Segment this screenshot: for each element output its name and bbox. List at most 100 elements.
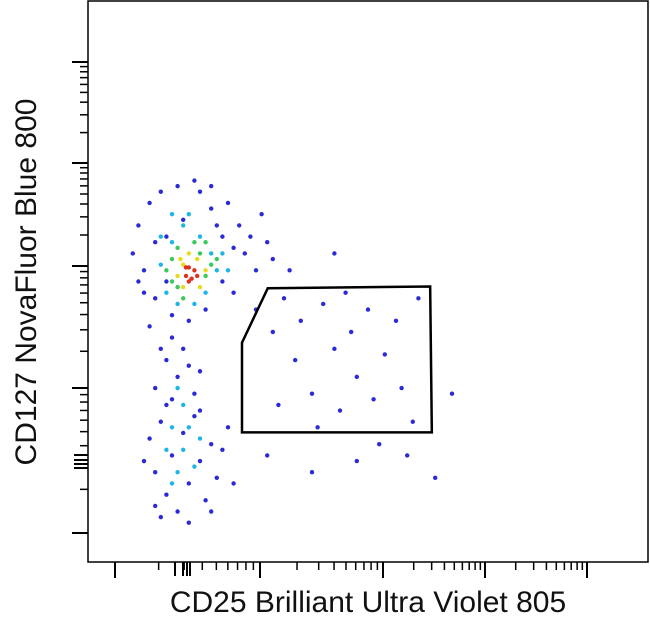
point — [209, 509, 214, 514]
point — [169, 481, 175, 486]
point — [410, 419, 415, 424]
point — [393, 318, 399, 323]
point — [248, 234, 253, 239]
plot-frame — [87, 0, 649, 563]
point — [192, 391, 197, 396]
point — [181, 346, 186, 352]
point — [343, 290, 348, 295]
point — [209, 206, 214, 211]
point — [225, 268, 231, 273]
point — [197, 436, 203, 441]
point — [175, 509, 180, 514]
point — [209, 441, 214, 447]
point — [259, 211, 264, 217]
point — [220, 234, 225, 239]
point — [405, 453, 410, 458]
point — [164, 290, 169, 295]
point — [164, 447, 169, 452]
point — [197, 189, 203, 194]
point — [354, 374, 359, 380]
point — [220, 279, 225, 284]
point — [181, 296, 186, 301]
point — [225, 200, 231, 206]
point — [281, 296, 287, 301]
point — [214, 256, 219, 262]
point — [321, 301, 326, 307]
point — [136, 279, 141, 284]
point — [276, 402, 281, 408]
point — [175, 470, 180, 475]
point — [153, 240, 158, 245]
point — [253, 268, 259, 273]
point — [169, 312, 175, 318]
point — [209, 183, 214, 189]
point — [197, 234, 203, 239]
point — [164, 357, 169, 363]
point — [371, 397, 376, 402]
point — [175, 284, 180, 290]
gate — [240, 285, 434, 434]
point — [293, 357, 298, 363]
point — [220, 251, 225, 256]
point — [349, 329, 354, 335]
point — [158, 346, 163, 352]
x-axis-label: CD25 Brilliant Ultra Violet 805 — [170, 586, 566, 619]
point — [382, 352, 387, 357]
point — [169, 425, 175, 430]
point — [141, 290, 147, 295]
point — [270, 256, 275, 262]
point — [181, 217, 186, 222]
point — [186, 251, 191, 256]
point — [153, 296, 158, 301]
point — [365, 307, 371, 312]
point — [130, 251, 135, 256]
point — [298, 318, 303, 323]
point — [203, 498, 208, 503]
point — [169, 279, 175, 284]
point — [192, 178, 197, 183]
point — [195, 256, 200, 262]
point — [203, 290, 208, 295]
point — [164, 268, 169, 273]
point — [220, 447, 225, 452]
point — [175, 183, 180, 189]
point — [214, 223, 219, 228]
point — [354, 458, 359, 464]
point — [203, 240, 208, 245]
point — [242, 251, 247, 256]
point — [337, 408, 343, 413]
point — [181, 447, 186, 452]
point — [265, 240, 270, 245]
point — [175, 385, 180, 391]
point — [377, 441, 382, 447]
point — [186, 363, 191, 368]
point — [175, 245, 180, 251]
point — [203, 268, 208, 273]
point — [186, 481, 191, 486]
point — [214, 268, 219, 273]
point — [153, 470, 158, 475]
point — [158, 419, 163, 424]
point — [433, 475, 438, 481]
point — [186, 211, 191, 217]
point — [309, 470, 315, 475]
point — [147, 436, 152, 441]
point — [186, 279, 191, 284]
point — [197, 284, 203, 290]
point — [183, 265, 189, 270]
point — [209, 262, 214, 267]
point — [175, 273, 180, 279]
point — [147, 200, 152, 206]
point — [231, 245, 236, 251]
point — [175, 301, 180, 307]
point — [169, 397, 175, 402]
point — [315, 425, 320, 430]
point — [169, 335, 175, 340]
point — [164, 492, 169, 497]
point — [332, 251, 337, 256]
point — [416, 296, 421, 301]
point — [175, 374, 180, 380]
point — [195, 273, 200, 279]
point — [158, 189, 163, 194]
point — [449, 391, 455, 396]
